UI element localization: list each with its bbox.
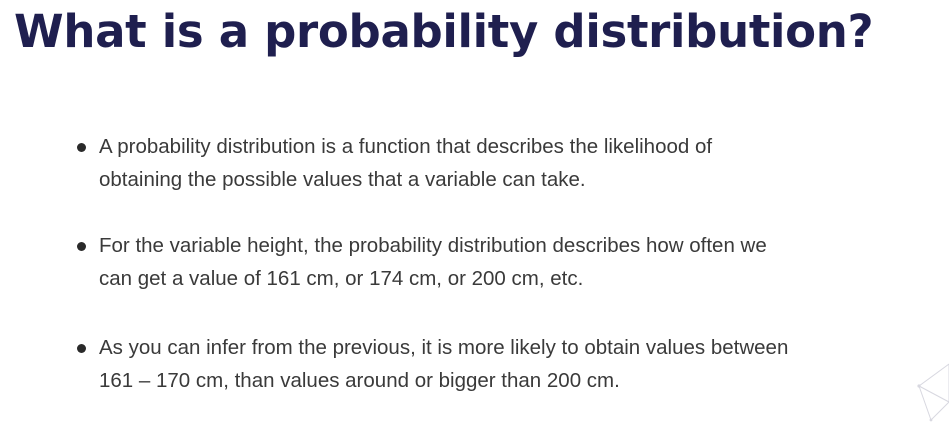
bullet-line: can get a value of 161 cm, or 174 cm, or…	[99, 267, 584, 290]
bullet-line: For the variable height, the probability…	[99, 234, 767, 257]
bullet-dot-icon	[77, 143, 86, 152]
bullet-dot-icon	[77, 344, 86, 353]
bullet-line: A probability distribution is a function…	[99, 135, 713, 158]
slide-title: What is a probability distribution?	[14, 5, 874, 58]
bullet-line: As you can infer from the previous, it i…	[99, 336, 789, 359]
bullet-line: 161 – 170 cm, than values around or bigg…	[99, 369, 620, 392]
bullet-text: A probability distribution is a function…	[99, 130, 947, 196]
network-lines-icon	[917, 363, 949, 422]
bullet-text: As you can infer from the previous, it i…	[99, 331, 947, 397]
bullet-dot-icon	[77, 242, 86, 251]
bullet-line: obtaining the possible values that a var…	[99, 168, 586, 191]
bullet-text: For the variable height, the probability…	[99, 229, 947, 295]
